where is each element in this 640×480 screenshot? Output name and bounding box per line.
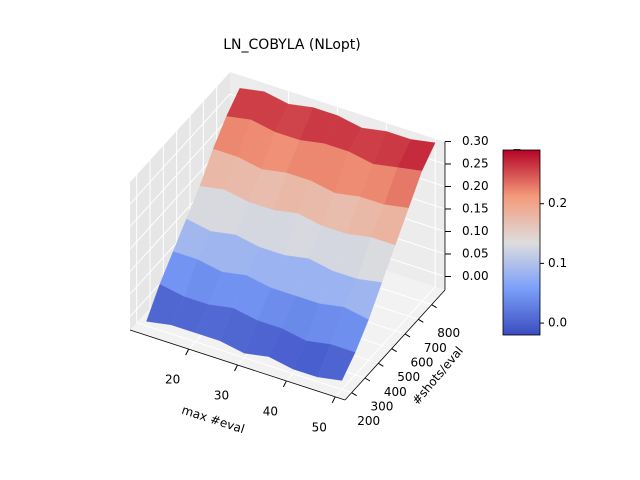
surface-patch: [317, 344, 356, 381]
y-tick-label: 400: [384, 385, 407, 399]
grid-line: [334, 286, 436, 398]
grid-line: [136, 322, 352, 394]
z-tick-label: 0.20: [462, 179, 489, 193]
y-tick: [431, 304, 437, 309]
y-tick-label: 300: [371, 399, 394, 413]
axis-line: [344, 289, 446, 401]
y-tick: [404, 333, 411, 338]
colorbar-tick-label: 0.0: [548, 316, 567, 330]
z-tick-label: 0.25: [462, 156, 489, 170]
grid-line: [229, 71, 446, 142]
colorbar-tick-label: 0.2: [548, 196, 567, 210]
y-tick: [391, 348, 397, 353]
y-tick: [351, 392, 357, 397]
z-tick-label: 0.15: [462, 201, 489, 215]
y-tick: [418, 318, 424, 323]
z-tick-label: 0.30: [462, 134, 489, 148]
x-tick-label: 20: [165, 373, 180, 387]
x-tick: [282, 380, 287, 388]
z-tick-label: 0.00: [462, 269, 489, 283]
grid-line: [129, 116, 231, 227]
axis-line: [129, 329, 346, 401]
z-tick-label: 0.10: [462, 224, 489, 238]
grid-line: [129, 93, 231, 205]
colorbar: [502, 149, 541, 336]
y-tick-label: 800: [437, 326, 460, 340]
z-tick-label: 0.05: [462, 246, 489, 260]
x-tick: [331, 396, 336, 404]
x-tick-label: 50: [312, 420, 327, 434]
colorbar-tick-label: 0.1: [548, 256, 567, 270]
x-axis-label: max #eval: [180, 403, 246, 436]
x-tick: [234, 364, 238, 372]
x-tick: [185, 348, 190, 356]
y-tick: [364, 377, 371, 382]
y-tick-label: 500: [397, 370, 420, 384]
x-tick-label: 30: [214, 389, 229, 403]
grid-line: [129, 71, 231, 182]
x-tick-label: 40: [263, 404, 278, 418]
left-pane: [130, 71, 230, 331]
y-tick: [378, 362, 384, 367]
chart-title: LN_COBYLA (NLopt): [223, 37, 361, 53]
y-tick-label: 600: [411, 355, 434, 369]
y-tick-label: 700: [424, 341, 447, 355]
y-tick-label: 200: [357, 414, 380, 428]
